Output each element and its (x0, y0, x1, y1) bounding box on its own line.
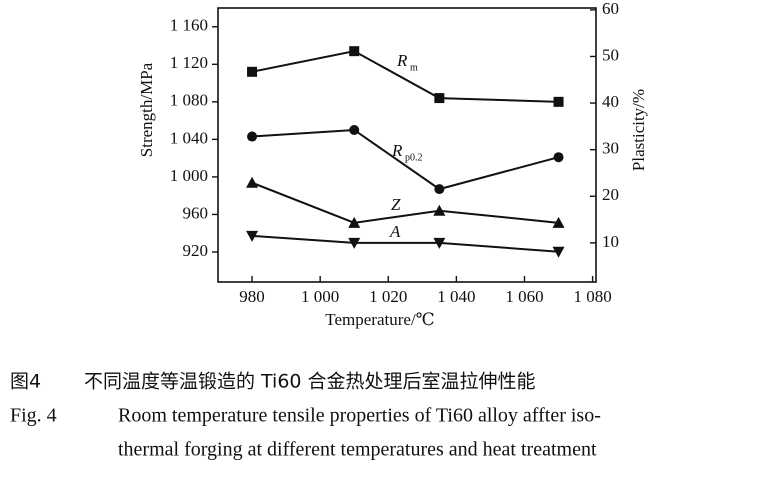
y-tick-label: 1 000 (170, 166, 208, 185)
series-label: Z (391, 195, 401, 214)
marker (553, 152, 564, 163)
caption-text-en: thermal forging at different temperature… (118, 439, 597, 461)
marker (246, 230, 259, 242)
caption-text-en: Room temperature tensile properties of T… (118, 405, 601, 427)
marker (247, 66, 258, 77)
series-label: R (391, 141, 403, 160)
x-tick-label: 1 040 (437, 287, 475, 306)
series-line (251, 128, 559, 191)
marker (552, 246, 565, 258)
x-tick-label: 1 080 (573, 287, 611, 306)
caption-text-zh: 不同温度等温锻造的 Ti60 合金热处理后室温拉伸性能 (84, 371, 536, 393)
x-tick-label: 980 (239, 287, 265, 306)
marker (553, 96, 564, 107)
y-tick-label: 1 040 (170, 128, 208, 147)
series-label-sub: m (410, 62, 418, 73)
marker (247, 131, 258, 142)
marker (348, 237, 361, 249)
x-tick-label: 1 060 (505, 287, 543, 306)
x-tick-label: 1 000 (301, 287, 339, 306)
marker (349, 124, 360, 135)
series-label: R (396, 51, 408, 70)
series-line (251, 50, 559, 103)
marker (434, 93, 445, 104)
y-tick-label: 1 160 (170, 16, 208, 35)
marker (433, 204, 446, 216)
y-tick-label: 1 120 (170, 53, 208, 72)
y2-tick-label: 60 (602, 0, 619, 18)
x-tick-label: 1 020 (369, 287, 407, 306)
y-tick-label: 960 (183, 203, 209, 222)
caption-label-en: Fig. 4 (10, 405, 57, 427)
series-label: A (389, 222, 401, 241)
marker (246, 176, 259, 188)
y-tick-label: 1 080 (170, 91, 208, 110)
y2-axis-title: Plasticity/% (629, 89, 648, 171)
marker (434, 184, 445, 195)
y-tick-label: 920 (183, 241, 209, 260)
y2-tick-label: 40 (602, 92, 619, 111)
marker (348, 216, 361, 228)
x-axis-title: Temperature/℃ (325, 310, 434, 329)
y2-tick-label: 30 (602, 139, 619, 158)
y2-tick-label: 50 (602, 45, 619, 64)
marker (433, 237, 446, 249)
caption-label-zh: 图4 (10, 371, 41, 393)
series-label-sub: p0.2 (405, 152, 423, 163)
series-line (251, 234, 559, 253)
y2-tick-label: 10 (602, 232, 619, 251)
marker (552, 216, 565, 228)
y-axis-title: Strength/MPa (137, 62, 156, 157)
plot-frame (217, 7, 597, 283)
y2-tick-label: 20 (602, 185, 619, 204)
series-line (251, 181, 559, 224)
marker (349, 46, 360, 57)
